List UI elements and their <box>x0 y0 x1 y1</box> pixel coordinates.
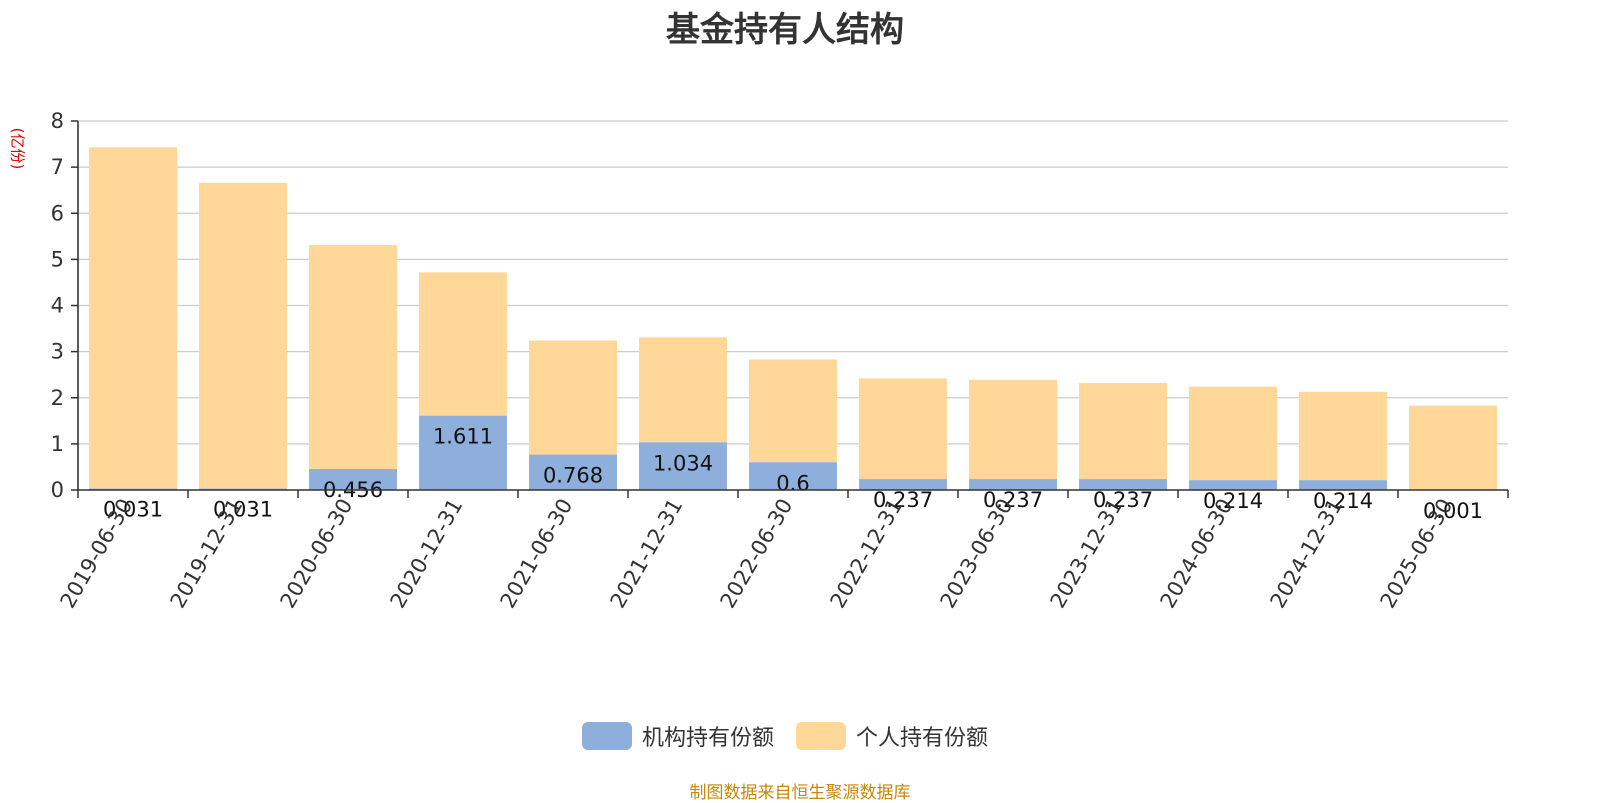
x-tick-label: 2025-06-30 <box>1376 495 1458 613</box>
x-tick-label: 2020-12-31 <box>386 495 468 613</box>
bar-individual <box>749 359 837 462</box>
bar-individual <box>969 380 1057 479</box>
x-tick-label: 2019-12-31 <box>166 495 248 613</box>
y-tick-label: 0 <box>51 478 64 502</box>
x-tick-label: 2023-06-30 <box>936 495 1018 613</box>
x-tick-label: 2021-06-30 <box>496 495 578 613</box>
x-tick-label: 2024-06-30 <box>1156 495 1238 613</box>
legend-swatch-institutional <box>582 722 632 750</box>
y-tick-label: 8 <box>51 109 64 133</box>
x-tick-label: 2022-12-31 <box>826 495 908 613</box>
bar-individual <box>1079 383 1167 479</box>
legend: 机构持有份额 个人持有份额 <box>0 720 1570 752</box>
data-label-institutional: 1.611 <box>433 425 493 449</box>
legend-swatch-individual <box>796 722 846 750</box>
y-tick-label: 4 <box>51 294 64 318</box>
bar-individual <box>419 272 507 415</box>
legend-item-institutional[interactable]: 机构持有份额 <box>582 720 774 752</box>
bar-individual <box>1189 387 1277 480</box>
y-tick-label: 5 <box>51 247 64 271</box>
legend-label-individual: 个人持有份额 <box>856 720 988 752</box>
source-note: 制图数据来自恒生聚源数据库 <box>0 778 1600 803</box>
legend-label-institutional: 机构持有份额 <box>642 720 774 752</box>
x-tick-label: 2022-06-30 <box>716 495 798 613</box>
data-label-institutional: 0.768 <box>543 464 603 488</box>
bar-individual <box>1409 406 1497 490</box>
x-tick-label: 2023-12-31 <box>1046 495 1128 613</box>
legend-item-individual[interactable]: 个人持有份额 <box>796 720 988 752</box>
data-label-institutional: 0.6 <box>776 471 809 495</box>
data-label-institutional: 1.034 <box>653 451 713 475</box>
bar-individual <box>859 378 947 479</box>
bar-individual <box>199 183 287 489</box>
bar-individual <box>1299 392 1387 480</box>
y-tick-label: 1 <box>51 432 64 456</box>
bar-individual <box>309 245 397 469</box>
y-tick-label: 7 <box>51 155 64 179</box>
y-tick-label: 6 <box>51 201 64 225</box>
x-tick-label: 2024-12-31 <box>1266 495 1348 613</box>
bar-individual <box>529 341 617 455</box>
bar-individual <box>639 337 727 442</box>
y-tick-label: 3 <box>51 340 64 364</box>
x-tick-label: 2021-12-31 <box>606 495 688 613</box>
bar-individual <box>89 147 177 488</box>
y-tick-label: 2 <box>51 386 64 410</box>
x-tick-label: 2019-06-30 <box>56 495 138 613</box>
x-tick-label: 2020-06-30 <box>276 495 358 613</box>
